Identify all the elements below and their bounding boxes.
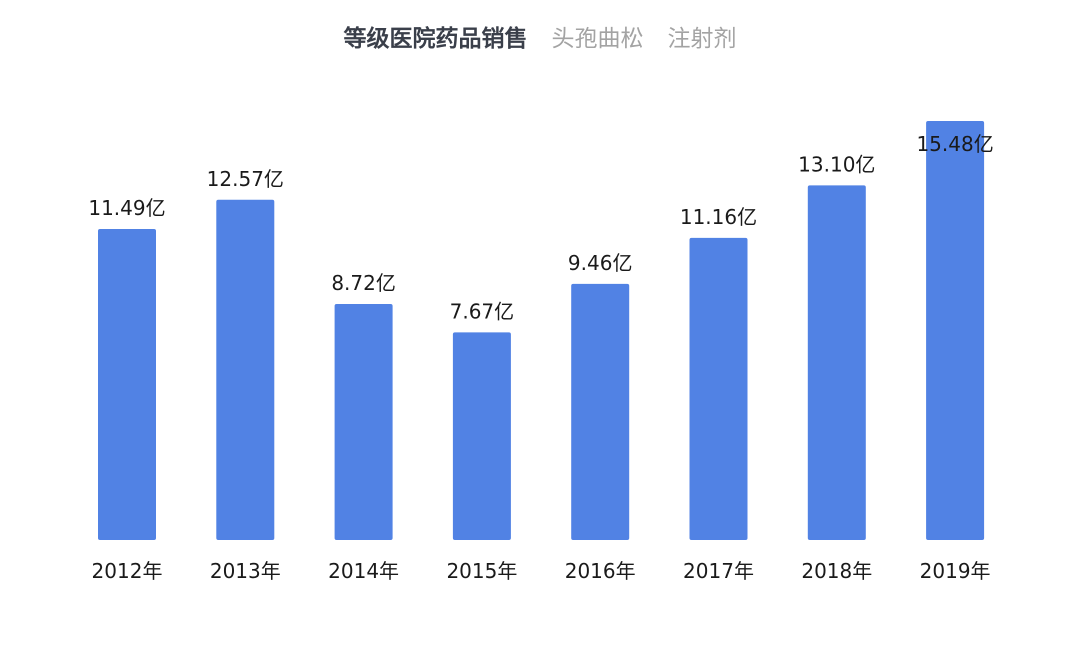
bars-group xyxy=(98,121,985,541)
value-label-6: 13.10亿 xyxy=(798,152,875,176)
chart-subtitle-form: 注射剂 xyxy=(667,26,737,52)
category-label-3: 2015年 xyxy=(446,559,517,583)
category-label-5: 2017年 xyxy=(683,559,754,583)
value-label-3: 7.67亿 xyxy=(450,299,515,323)
category-label-1: 2013年 xyxy=(210,559,281,583)
value-label-5: 11.16亿 xyxy=(680,205,757,229)
bar-4 xyxy=(571,283,630,540)
value-label-4: 9.46亿 xyxy=(568,251,633,275)
category-label-4: 2016年 xyxy=(565,559,636,583)
category-label-6: 2018年 xyxy=(801,559,872,583)
bar-0 xyxy=(98,229,156,540)
value-labels-group: 11.49亿 12.57亿 8.72亿 7.67亿 9.46亿 11.16亿 13.10亿 1… xyxy=(88,132,993,323)
bar-3 xyxy=(452,332,511,540)
chart-subtitle-drug: 头孢曲松 xyxy=(551,26,644,52)
value-label-0: 11.49亿 xyxy=(88,196,165,220)
value-label-1: 12.57亿 xyxy=(207,167,284,191)
category-label-7: 2019年 xyxy=(920,559,991,583)
bar-5 xyxy=(689,237,748,540)
category-label-0: 2012年 xyxy=(92,559,163,583)
value-label-7: 15.48亿 xyxy=(916,132,993,156)
bar-2 xyxy=(334,304,393,540)
chart-title-row: 等级医院药品销售 头孢曲松 注射剂 xyxy=(0,22,1080,56)
category-labels-group: 2012年 2013年 2014年 2015年 2016年 2017年 2018年 2019年 xyxy=(92,559,991,583)
bar-7 xyxy=(926,121,985,540)
value-label-2: 8.72亿 xyxy=(331,271,396,295)
bar-6 xyxy=(807,185,866,540)
category-label-2: 2014年 xyxy=(328,559,399,583)
chart-title: 等级医院药品销售 xyxy=(343,26,528,52)
bar-1 xyxy=(216,199,275,541)
